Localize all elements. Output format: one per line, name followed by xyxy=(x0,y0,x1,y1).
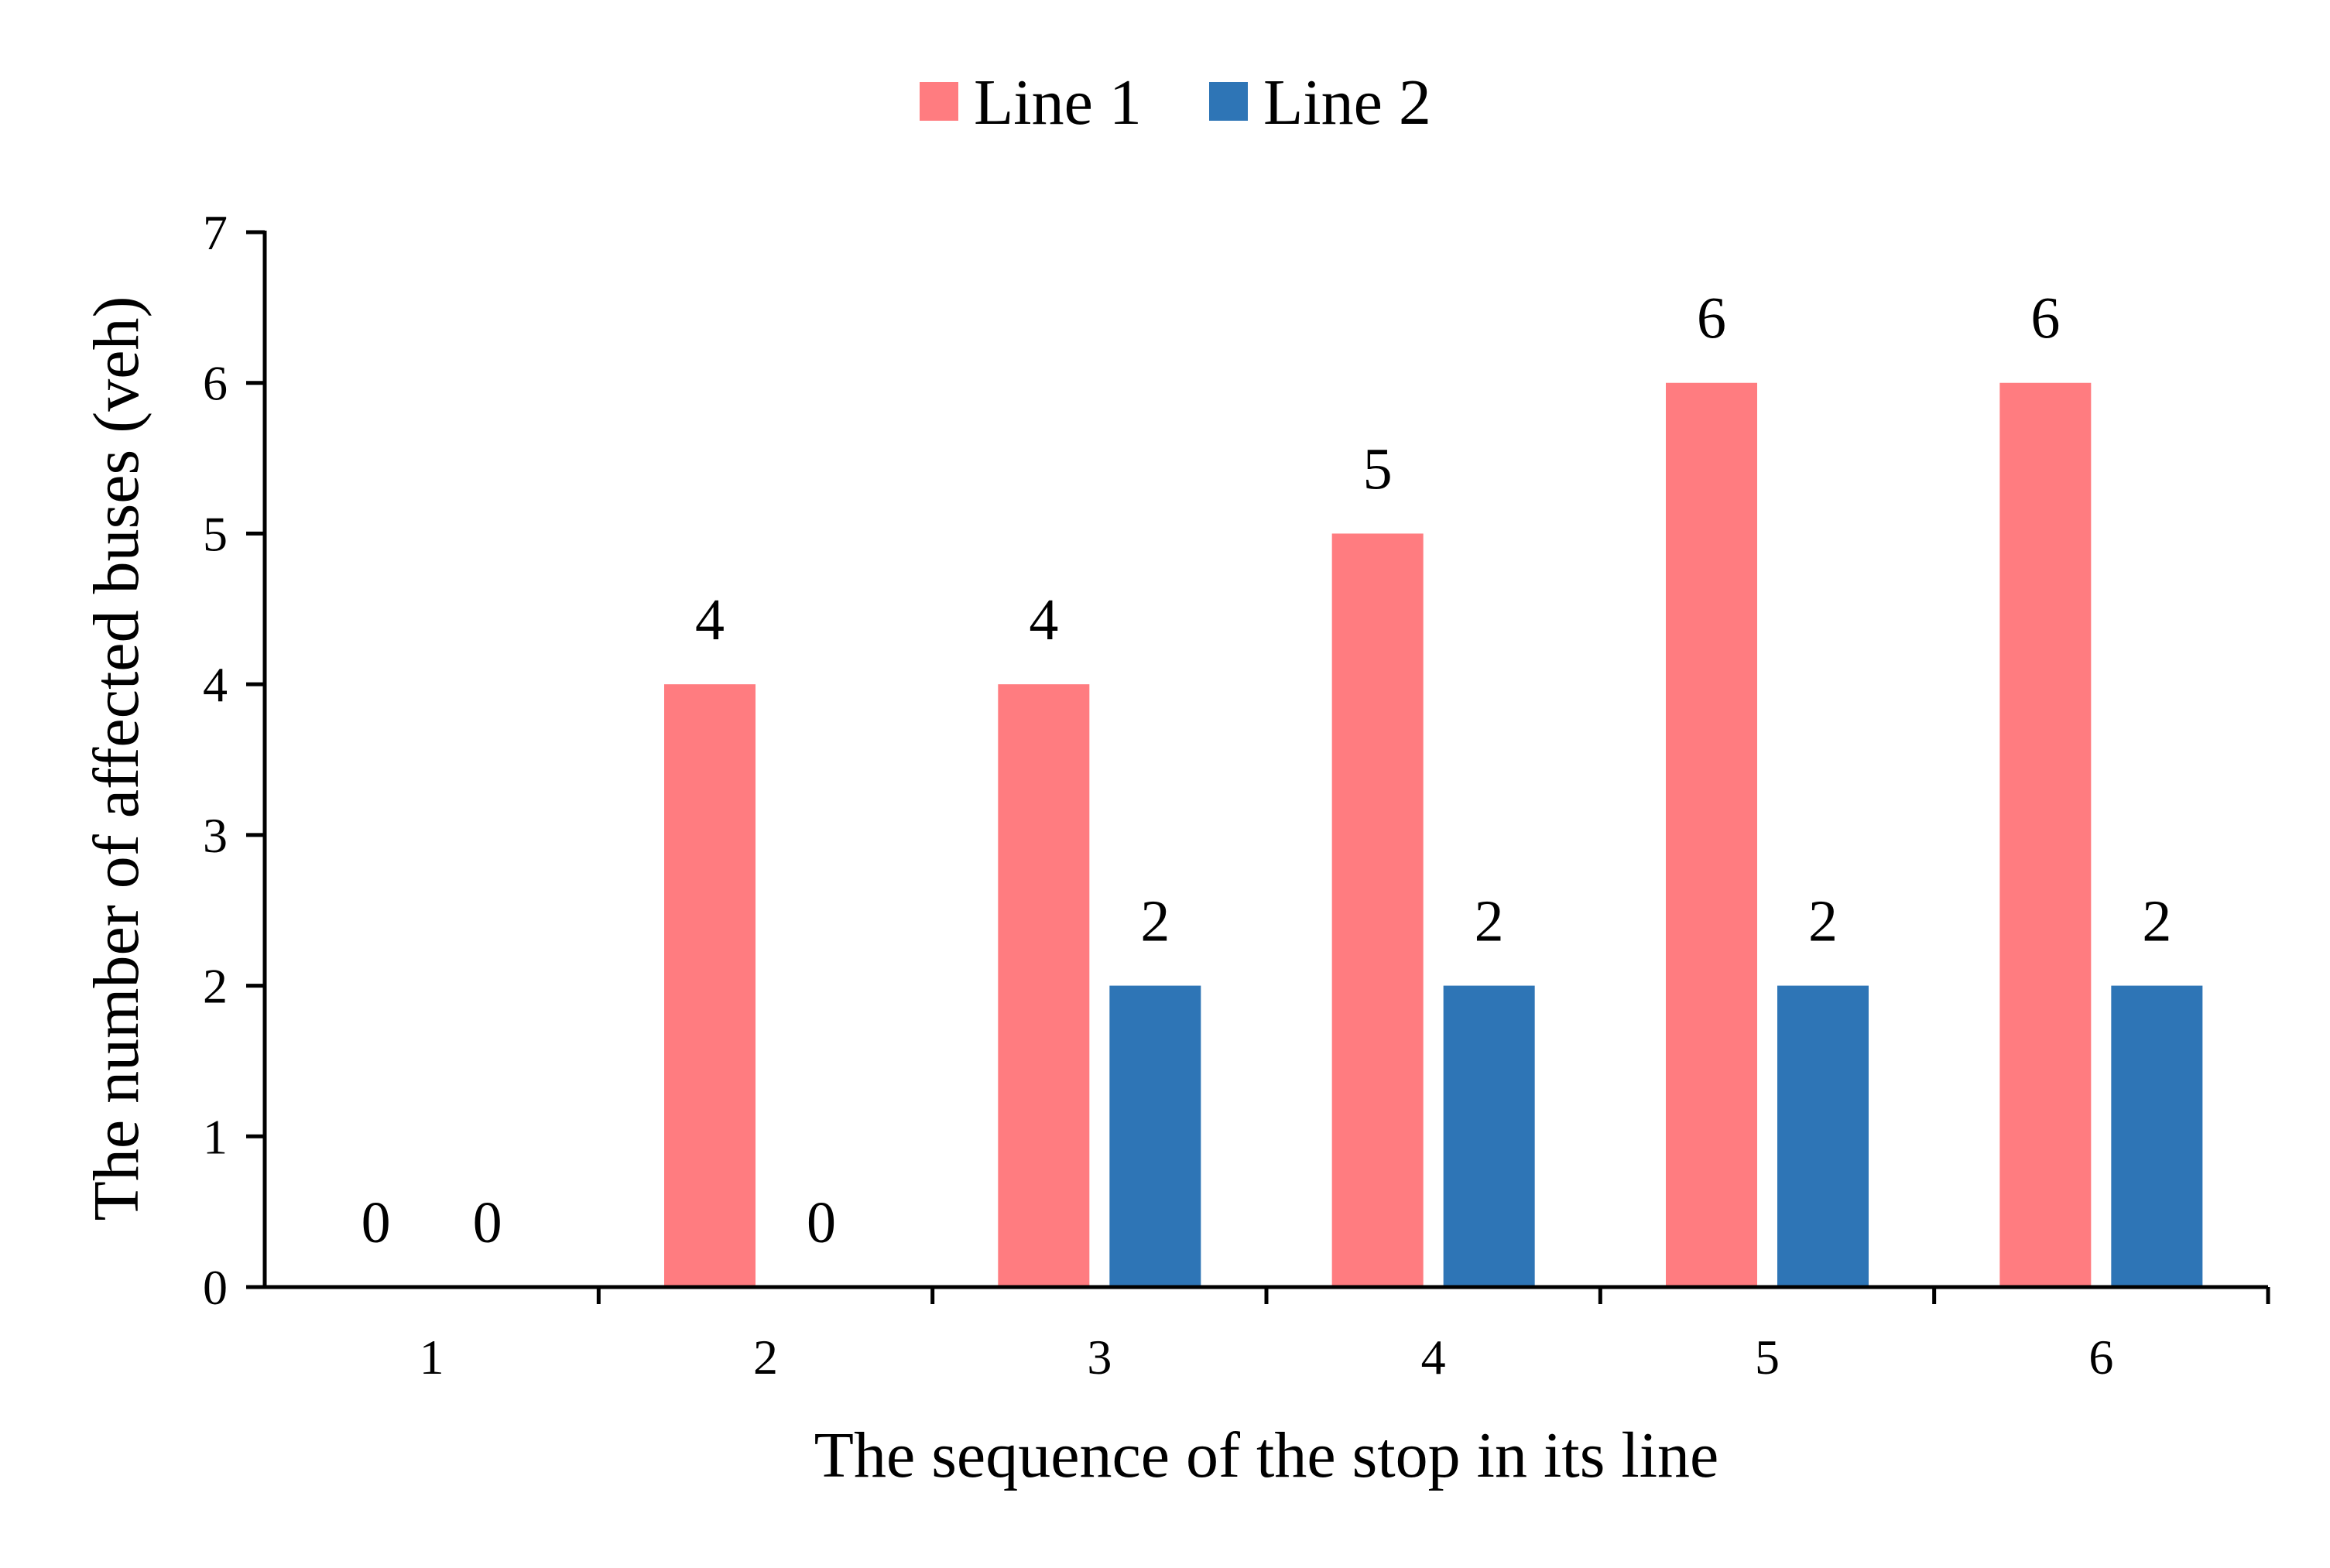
data-label: 5 xyxy=(1363,437,1393,502)
x-tick-label: 6 xyxy=(2088,1330,2113,1385)
y-tick-label: 6 xyxy=(203,356,228,411)
bar-series-1-cat-4 xyxy=(1331,533,1424,1287)
x-axis-title: The sequence of the stop in its line xyxy=(814,1419,1719,1491)
bar-series-1-cat-3 xyxy=(998,684,1090,1287)
bar-series-1-cat-2 xyxy=(664,684,756,1287)
data-label: 2 xyxy=(1808,889,1838,954)
bar-series-2-cat-6 xyxy=(2111,985,2203,1287)
bar-series-2-cat-5 xyxy=(1777,985,1869,1287)
data-label: 6 xyxy=(2030,286,2060,351)
y-axis-ticks: 0 1 2 3 4 5 6 7 xyxy=(203,205,265,1315)
data-label: 2 xyxy=(1140,889,1170,954)
legend-swatch-line-2 xyxy=(1209,82,1248,121)
x-axis-ticks: 1 2 3 4 5 6 xyxy=(420,1287,2270,1385)
y-axis-title: The number of affected buses (veh) xyxy=(81,296,152,1221)
data-label: 2 xyxy=(2142,889,2171,954)
y-tick-label: 4 xyxy=(203,657,228,712)
bars xyxy=(664,382,2203,1287)
y-tick-label: 1 xyxy=(203,1109,228,1164)
bar-series-2-cat-3 xyxy=(1109,985,1201,1287)
x-tick-label: 2 xyxy=(753,1330,778,1385)
data-label: 0 xyxy=(361,1190,391,1255)
x-tick-label: 1 xyxy=(420,1330,444,1385)
y-tick-label: 2 xyxy=(203,959,228,1014)
x-tick-label: 3 xyxy=(1087,1330,1112,1385)
data-label: 4 xyxy=(695,587,725,652)
data-label: 4 xyxy=(1029,587,1058,652)
y-tick-label: 3 xyxy=(203,808,228,863)
bar-series-2-cat-4 xyxy=(1443,985,1535,1287)
data-label: 6 xyxy=(1697,286,1726,351)
x-tick-label: 5 xyxy=(1755,1330,1780,1385)
data-label: 0 xyxy=(473,1190,502,1255)
legend: Line 1 Line 2 xyxy=(920,67,1431,139)
legend-label-line-1: Line 1 xyxy=(974,67,1142,139)
bar-series-1-cat-6 xyxy=(1999,382,2092,1287)
data-label: 0 xyxy=(807,1190,836,1255)
data-label: 2 xyxy=(1475,889,1504,954)
data-labels: 0 4 4 5 6 6 0 0 2 2 2 2 xyxy=(361,286,2172,1255)
bar-series-1-cat-5 xyxy=(1666,382,1757,1287)
y-tick-label: 5 xyxy=(203,506,228,561)
y-tick-label: 0 xyxy=(203,1260,228,1315)
legend-swatch-line-1 xyxy=(920,82,958,121)
x-tick-label: 4 xyxy=(1421,1330,1446,1385)
y-tick-label: 7 xyxy=(203,205,228,260)
legend-label-line-2: Line 2 xyxy=(1263,67,1431,139)
